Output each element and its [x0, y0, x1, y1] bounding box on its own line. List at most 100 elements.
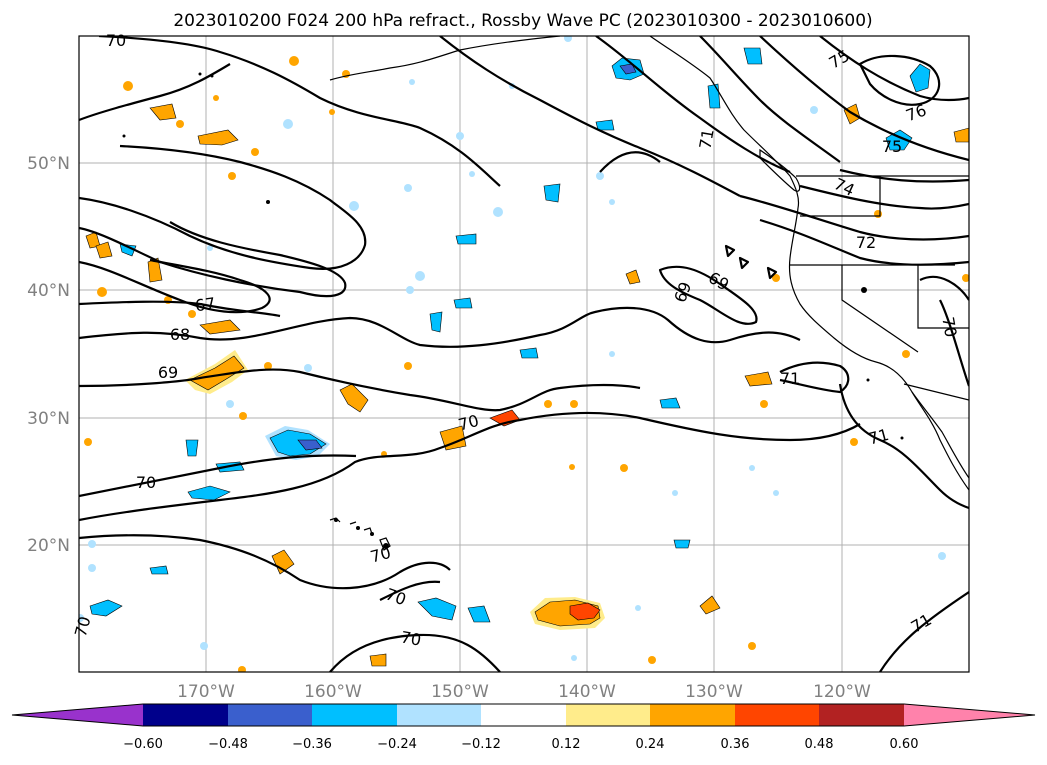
- gridlines: [79, 36, 969, 672]
- lat-label: 20°N: [27, 536, 70, 556]
- coastlines: [329, 36, 969, 551]
- lon-label: 160°W: [304, 682, 362, 702]
- shaded-anomalies: [79, 36, 969, 672]
- coastline-baja: [911, 391, 969, 491]
- pos-blob: [744, 371, 773, 387]
- contour-line: [779, 361, 850, 394]
- contour-line: [939, 299, 969, 387]
- latitude-labels: 50°N 40°N 30°N 20°N: [27, 154, 70, 556]
- contour-line: [766, 266, 778, 280]
- contour-label: 70: [938, 315, 960, 338]
- contour-label: 75: [882, 137, 902, 156]
- contour-line: [699, 36, 841, 163]
- neg-blob: [453, 297, 473, 309]
- colorbar-bin: [566, 704, 650, 726]
- colorbar-bin: [735, 704, 819, 726]
- neg-blob: [187, 485, 231, 501]
- contour-line: [79, 454, 357, 498]
- colorbar-tick: 0.60: [890, 737, 919, 752]
- colorbar-extend-low: [12, 704, 143, 726]
- neg-blob: [89, 599, 123, 617]
- coastline-vancouver-island: [759, 148, 801, 192]
- contour-line: [724, 244, 736, 258]
- neg-blob: [149, 565, 169, 575]
- pos-blob: [189, 355, 245, 391]
- colorbar-tick: −0.48: [208, 737, 248, 752]
- contour-label: 71: [695, 127, 717, 150]
- neg-blob: [467, 605, 491, 623]
- contour-label: 69: [158, 363, 178, 382]
- contour-label: 70: [136, 473, 156, 492]
- neg-blob: [743, 47, 763, 65]
- contour-line: [79, 221, 347, 298]
- colorbar-bin: [650, 704, 735, 726]
- pos-blob: [953, 127, 969, 143]
- colorbar-ticks: −0.60 −0.48 −0.36 −0.24 −0.12 0.12 0.24 …: [123, 737, 918, 752]
- contour-label: 70: [71, 614, 95, 639]
- coast-islands: [122, 72, 904, 549]
- longitude-labels: 170°W 160°W 150°W 140°W 130°W 120°W: [177, 682, 871, 702]
- neg-blob: [519, 347, 539, 359]
- contour-line: [658, 265, 758, 325]
- pos-blob: [271, 549, 295, 575]
- contour-line: [839, 168, 969, 183]
- border-us-mexico: [903, 383, 969, 401]
- neg-blob: [707, 83, 721, 109]
- neg-blob: [543, 183, 561, 203]
- pos-blob: [439, 425, 467, 451]
- colorbar-extend-high: [904, 704, 1035, 726]
- neg-blob: [909, 63, 931, 93]
- neg-speckles: [79, 36, 946, 661]
- lat-label: 50°N: [27, 154, 70, 174]
- contour-line: [439, 36, 741, 197]
- pos-blob: [369, 653, 387, 667]
- coastline-west-coast: [788, 207, 969, 479]
- contour-line: [79, 300, 281, 318]
- contour-line: [79, 144, 367, 270]
- contour-line: [79, 258, 271, 314]
- colorbar-tick: 0.48: [805, 737, 834, 752]
- contour-line: [79, 368, 641, 412]
- contour-line: [799, 184, 969, 210]
- lon-label: 140°W: [558, 682, 616, 702]
- colorbar-tick: −0.12: [461, 737, 501, 752]
- neg-blob: [619, 63, 637, 75]
- pos-blob: [569, 602, 601, 621]
- pos-blob: [197, 129, 239, 146]
- contour-line: [599, 151, 661, 173]
- contour-line: [838, 383, 969, 510]
- colorbar-tick: 0.36: [721, 737, 750, 752]
- contour-line: [919, 275, 969, 301]
- colorbar-bin: [397, 704, 481, 726]
- contour-line: [819, 36, 969, 102]
- contour-line: [79, 411, 861, 522]
- lat-label: 30°N: [27, 409, 70, 429]
- contour-line: [79, 306, 801, 348]
- pos-blob: [699, 595, 721, 615]
- lat-label: 40°N: [27, 281, 70, 301]
- contour-line: [595, 36, 791, 174]
- colorbar-tick: −0.60: [123, 737, 163, 752]
- lon-label: 170°W: [177, 682, 235, 702]
- colorbar-tick: −0.36: [292, 737, 332, 752]
- neg-blob: [417, 597, 457, 621]
- contour-line: [739, 194, 969, 241]
- neg-blob: [673, 539, 691, 549]
- contour-line: [329, 633, 501, 672]
- colorbar-tick: 0.12: [552, 737, 581, 752]
- pos-speckles: [84, 56, 969, 672]
- lon-label: 120°W: [813, 682, 871, 702]
- contour-label: 67: [194, 294, 217, 316]
- neg-blob: [455, 233, 477, 245]
- contour-line: [759, 36, 969, 162]
- neg-blob: [119, 243, 137, 257]
- contour-line: [879, 591, 969, 672]
- colorbar-tick: −0.24: [377, 737, 417, 752]
- coastline-alaska-panhandle: [649, 36, 800, 209]
- contour-line: [738, 256, 750, 270]
- colorbar-outline: [11, 703, 1036, 727]
- pos-blob: [625, 269, 641, 285]
- contour-label: 70: [399, 627, 422, 649]
- contour-label: 71: [866, 425, 891, 449]
